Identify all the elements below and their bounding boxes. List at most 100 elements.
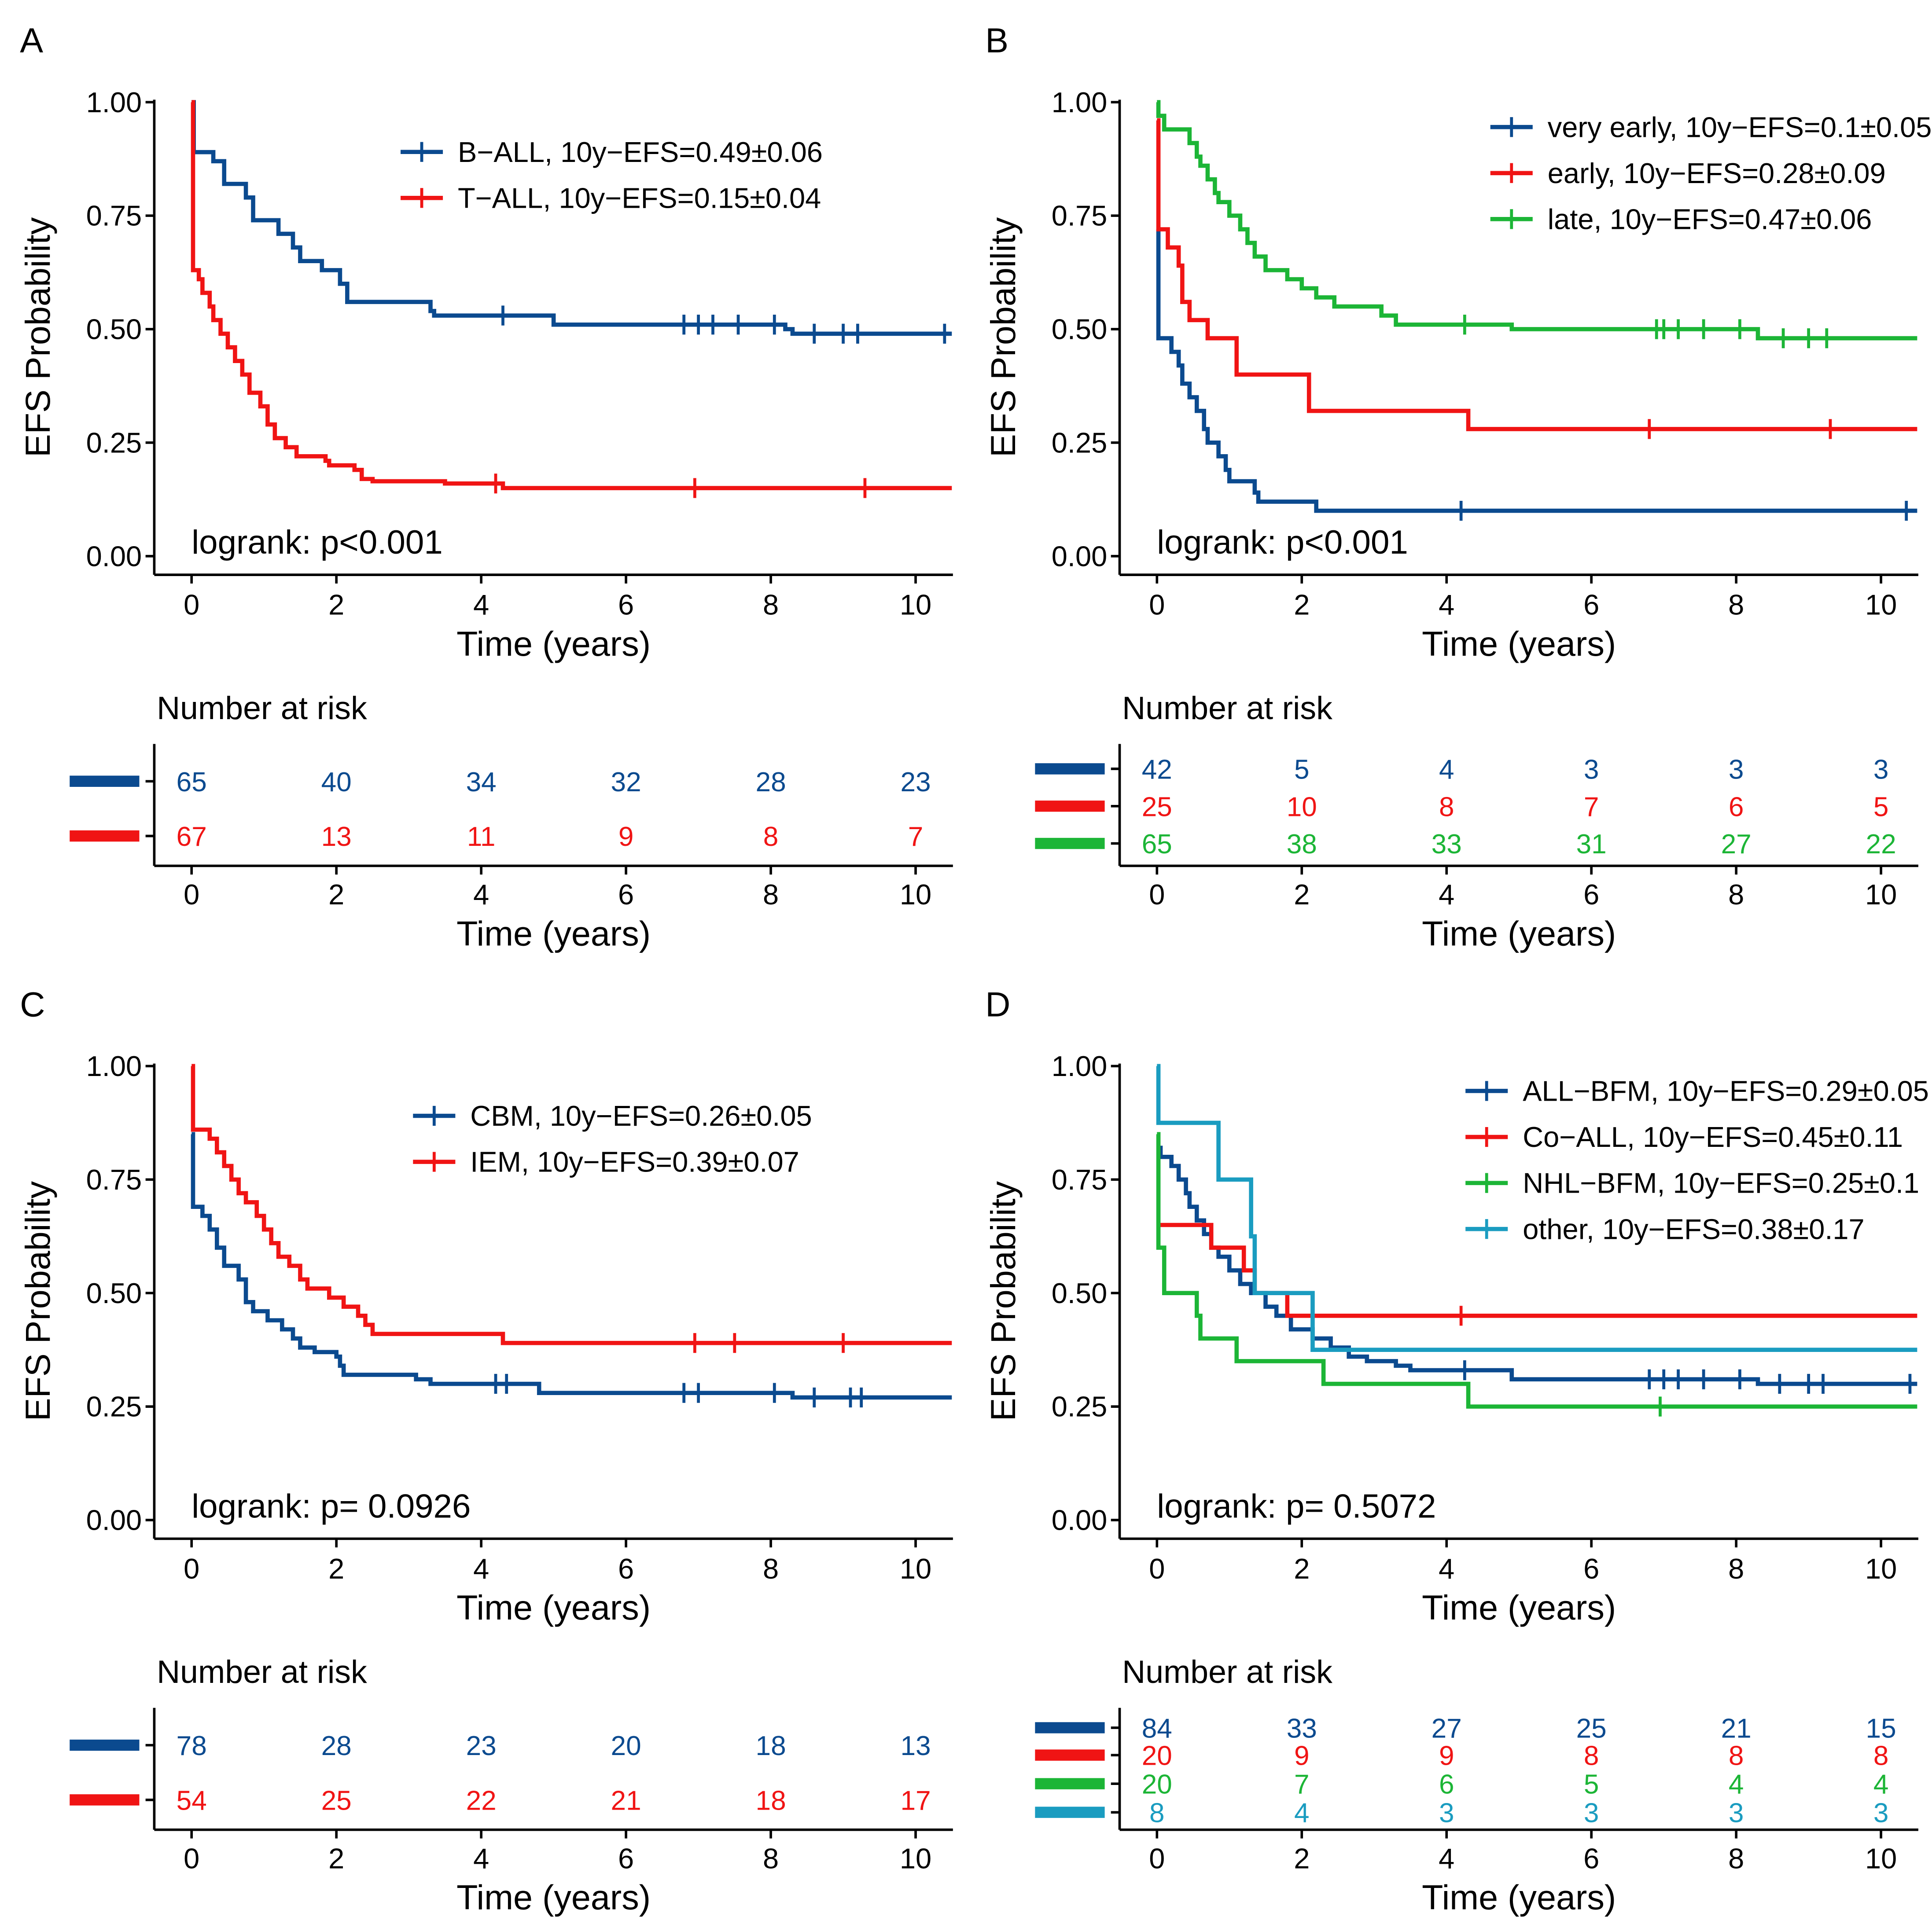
x-tick-label: 8 xyxy=(763,589,779,621)
panel-B: B 0.00 0.25 0.50 0.75 1.00 0 2 4 6 8 10 Time (years)… xyxy=(983,21,1932,953)
x-tick-label: 10 xyxy=(900,1553,931,1585)
risk-count: 5 xyxy=(1294,755,1310,785)
risk-count: 3 xyxy=(1729,1798,1744,1829)
risk-count: 13 xyxy=(321,822,352,852)
risk-count: 40 xyxy=(321,767,352,797)
risk-count: 23 xyxy=(466,1731,497,1761)
risk-x-tick-label: 8 xyxy=(763,878,779,911)
km-curve-0 xyxy=(191,100,952,336)
y-tick-label: 0.50 xyxy=(1052,313,1108,345)
risk-count: 20 xyxy=(1142,1741,1172,1771)
risk-count: 27 xyxy=(1432,1714,1462,1744)
x-tick-label: 10 xyxy=(1865,589,1897,621)
risk-count: 13 xyxy=(900,1731,931,1761)
y-tick-label: 1.00 xyxy=(1052,1050,1108,1082)
x-axis-label: Time (years) xyxy=(1422,1588,1616,1627)
x-tick-label: 6 xyxy=(618,1553,634,1585)
risk-x-tick-label: 10 xyxy=(900,878,931,911)
km-curve-1 xyxy=(191,100,952,490)
panel-letter: B xyxy=(985,21,1008,60)
legend-entry: other, 10y−EFS=0.38±0.17 xyxy=(1523,1213,1865,1245)
risk-x-tick-label: 10 xyxy=(1865,878,1897,911)
risk-count: 27 xyxy=(1721,829,1752,859)
logrank-annotation: logrank: p= 0.5072 xyxy=(1157,1487,1436,1525)
risk-count: 22 xyxy=(1866,829,1896,859)
risk-x-axis-label: Time (years) xyxy=(456,1878,651,1917)
logrank-annotation: logrank: p<0.001 xyxy=(191,524,443,561)
risk-count: 20 xyxy=(1142,1770,1172,1800)
risk-x-tick-label: 4 xyxy=(473,878,489,911)
risk-table-title: Number at risk xyxy=(1122,1653,1332,1690)
risk-count: 3 xyxy=(1584,1798,1599,1829)
legend-entry: IEM, 10y−EFS=0.39±0.07 xyxy=(470,1146,799,1178)
y-axis-label: EFS Probability xyxy=(983,217,1023,457)
risk-count: 3 xyxy=(1584,755,1599,785)
legend-entry: late, 10y−EFS=0.47±0.06 xyxy=(1548,203,1872,235)
y-tick-label: 0.00 xyxy=(86,540,142,572)
legend-entry: early, 10y−EFS=0.28±0.09 xyxy=(1548,157,1886,189)
risk-table-title: Number at risk xyxy=(157,690,367,726)
x-tick-label: 10 xyxy=(900,589,931,621)
y-tick-label: 0.75 xyxy=(1052,200,1108,232)
risk-count: 20 xyxy=(611,1731,641,1761)
legend-entry: T−ALL, 10y−EFS=0.15±0.04 xyxy=(458,182,821,214)
risk-count: 15 xyxy=(1866,1714,1896,1744)
y-tick-label: 0.75 xyxy=(1052,1164,1108,1196)
risk-x-tick-label: 0 xyxy=(1149,1842,1165,1874)
risk-x-tick-label: 2 xyxy=(1294,878,1310,911)
risk-x-tick-label: 6 xyxy=(618,878,634,911)
panel-letter: D xyxy=(985,984,1010,1024)
risk-count: 8 xyxy=(1873,1741,1889,1771)
km-curve-0 xyxy=(1157,1146,1917,1386)
y-tick-label: 0.25 xyxy=(1052,1391,1108,1423)
y-tick-label: 1.00 xyxy=(86,1050,142,1082)
risk-x-axis-label: Time (years) xyxy=(1422,1878,1616,1917)
risk-count: 42 xyxy=(1142,755,1172,785)
y-axis-label: EFS Probability xyxy=(18,217,57,457)
legend-entry: ALL−BFM, 10y−EFS=0.29±0.05 xyxy=(1523,1075,1929,1107)
y-tick-label: 0.50 xyxy=(86,1277,142,1309)
risk-count: 32 xyxy=(611,767,641,797)
x-tick-label: 4 xyxy=(1439,1553,1454,1585)
km-curve-2 xyxy=(1156,100,1917,341)
x-tick-label: 0 xyxy=(184,1553,199,1585)
km-curve-0 xyxy=(191,1132,952,1400)
km-curve-1 xyxy=(1157,1223,1917,1318)
risk-count: 7 xyxy=(1294,1770,1310,1800)
risk-count: 8 xyxy=(1584,1741,1599,1771)
risk-count: 78 xyxy=(177,1731,207,1761)
x-tick-label: 0 xyxy=(1149,1553,1165,1585)
risk-count: 4 xyxy=(1294,1798,1310,1829)
logrank-annotation: logrank: p= 0.0926 xyxy=(191,1487,471,1525)
risk-x-tick-label: 0 xyxy=(184,878,199,911)
km-curve-0 xyxy=(1156,227,1917,513)
risk-count: 67 xyxy=(177,822,207,852)
risk-x-tick-label: 4 xyxy=(1439,878,1454,911)
risk-count: 25 xyxy=(1142,792,1172,822)
risk-x-tick-label: 2 xyxy=(1294,1842,1310,1874)
risk-count: 65 xyxy=(177,767,207,797)
risk-table-title: Number at risk xyxy=(157,1653,367,1690)
risk-count: 6 xyxy=(1729,792,1744,822)
risk-count: 33 xyxy=(1287,1714,1317,1744)
risk-x-tick-label: 8 xyxy=(1728,1842,1744,1874)
x-tick-label: 6 xyxy=(1583,1553,1599,1585)
panel-D: D 0.00 0.25 0.50 0.75 1.00 0 2 4 6 8 10 Time (years)… xyxy=(983,984,1929,1917)
risk-x-tick-label: 6 xyxy=(618,1842,634,1874)
legend-entry: Co−ALL, 10y−EFS=0.45±0.11 xyxy=(1523,1121,1903,1153)
risk-count: 38 xyxy=(1287,829,1317,859)
y-tick-label: 0.75 xyxy=(86,200,142,232)
risk-count: 54 xyxy=(177,1785,207,1816)
x-tick-label: 2 xyxy=(1294,589,1310,621)
risk-count: 23 xyxy=(900,767,931,797)
risk-x-tick-label: 0 xyxy=(1149,878,1165,911)
x-tick-label: 2 xyxy=(328,589,344,621)
logrank-annotation: logrank: p<0.001 xyxy=(1157,524,1408,561)
risk-x-tick-label: 2 xyxy=(328,878,344,911)
risk-x-tick-label: 2 xyxy=(328,1842,344,1874)
x-tick-label: 8 xyxy=(763,1553,779,1585)
y-tick-label: 0.25 xyxy=(86,1391,142,1423)
risk-count: 8 xyxy=(1439,792,1454,822)
x-tick-label: 2 xyxy=(328,1553,344,1585)
risk-table-title: Number at risk xyxy=(1122,690,1332,726)
